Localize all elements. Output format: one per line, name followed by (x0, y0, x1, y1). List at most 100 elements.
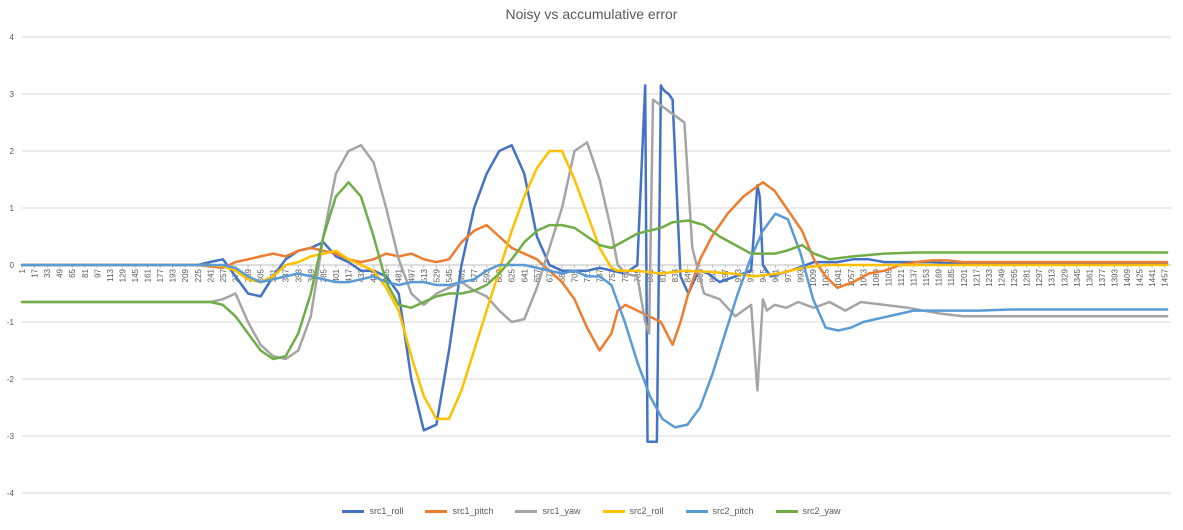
x-tick-label: 897 (721, 268, 730, 282)
x-tick-label: 257 (219, 268, 228, 282)
x-tick-label: 577 (470, 268, 479, 282)
series-line-src1_roll (20, 84, 1169, 443)
x-tick-label: 1 (18, 268, 27, 273)
x-tick-label: 1329 (1060, 268, 1069, 286)
y-axis-ticks: -4 -3 -2 -1 0 1 2 3 4 (7, 33, 15, 498)
legend-item-src2_roll: src2_roll (602, 506, 664, 516)
legend-item-src1_pitch: src1_pitch (425, 506, 493, 516)
y-tick-label: 4 (10, 33, 15, 42)
x-tick-label: 1281 (1023, 268, 1032, 286)
legend-item-src2_pitch: src2_pitch (685, 506, 754, 516)
x-tick-label: 145 (131, 268, 140, 282)
x-tick-label: 433 (357, 268, 366, 282)
y-tick-label: 1 (10, 204, 15, 213)
legend-item-src1_yaw: src1_yaw (515, 506, 581, 516)
x-tick-label: 753 (608, 268, 617, 282)
x-tick-label: 1409 (1123, 268, 1132, 286)
legend-item-src2_yaw: src2_yaw (775, 506, 841, 516)
x-tick-label: 1361 (1085, 268, 1094, 286)
x-tick-label: 1153 (922, 268, 931, 286)
x-tick-label: 1457 (1161, 268, 1170, 286)
x-tick-label: 545 (445, 268, 454, 282)
series-line-src2_roll (20, 149, 1169, 421)
x-tick-label: 1057 (847, 268, 856, 286)
legend-label: src1_yaw (542, 506, 581, 516)
legend-label: src2_yaw (802, 506, 841, 516)
x-tick-label: 625 (508, 268, 517, 282)
x-tick-label: 1009 (809, 268, 818, 286)
series-line-src2_pitch (20, 212, 1169, 429)
x-tick-label: 401 (332, 268, 341, 282)
legend-label: src1_roll (369, 506, 404, 516)
y-tick-label: -2 (7, 375, 15, 384)
x-tick-label: 1041 (834, 268, 843, 286)
x-tick-label: 1137 (910, 268, 919, 286)
legend-label: src1_pitch (452, 506, 494, 516)
x-tick-label: 1265 (1010, 268, 1019, 286)
x-tick-label: 513 (420, 268, 429, 282)
x-tick-label: 177 (156, 268, 165, 282)
x-tick-label: 833 (671, 268, 680, 282)
x-tick-label: 1425 (1136, 268, 1145, 286)
x-tick-label: 225 (194, 268, 203, 282)
x-tick-label: 161 (144, 268, 153, 282)
x-tick-label: 481 (395, 268, 404, 282)
x-tick-label: 193 (169, 268, 178, 282)
x-tick-label: 769 (621, 268, 630, 282)
x-tick-label: 849 (684, 268, 693, 282)
x-tick-label: 641 (520, 268, 529, 282)
legend-swatch (775, 509, 798, 513)
legend-label: src2_roll (629, 506, 664, 516)
x-tick-label: 657 (533, 268, 542, 282)
x-tick-label: 561 (458, 268, 467, 282)
x-tick-label: 1089 (872, 268, 881, 286)
legend-swatch (342, 509, 365, 513)
x-tick-label: 993 (797, 268, 806, 282)
legend-swatch (602, 509, 625, 513)
x-tick-label: 209 (181, 268, 190, 282)
x-tick-label: 1105 (884, 268, 893, 286)
y-tick-label: -1 (7, 318, 15, 327)
legend-swatch (425, 509, 448, 513)
x-tick-label: 1121 (897, 268, 906, 286)
x-tick-label: 81 (81, 268, 90, 277)
x-tick-label: 305 (257, 268, 266, 282)
x-tick-label: 977 (784, 268, 793, 282)
x-tick-label: 353 (294, 268, 303, 282)
chart-title: Noisy vs accumulative error (505, 6, 678, 22)
x-tick-label: 1185 (947, 268, 956, 286)
x-tick-label: 65 (68, 268, 77, 277)
x-tick-label: 17 (31, 268, 40, 277)
x-tick-label: 817 (658, 268, 667, 282)
x-tick-label: 241 (206, 268, 215, 282)
x-tick-label: 593 (483, 268, 492, 282)
x-tick-label: 1313 (1048, 268, 1057, 286)
legend: src1_roll src1_pitch src1_yaw src2_roll src2… (0, 506, 1183, 516)
x-tick-label: 33 (43, 268, 52, 277)
x-tick-label: 1297 (1035, 268, 1044, 286)
x-tick-label: 385 (319, 268, 328, 282)
x-tick-label: 689 (558, 268, 567, 282)
x-tick-label: 1249 (997, 268, 1006, 286)
x-tick-label: 497 (407, 268, 416, 282)
y-tick-label: -3 (7, 432, 15, 441)
x-tick-label: 1169 (935, 268, 944, 286)
x-tick-label: 1217 (972, 268, 981, 286)
x-tick-label: 1377 (1098, 268, 1107, 286)
x-tick-label: 1233 (985, 268, 994, 286)
x-tick-label: 417 (344, 268, 353, 282)
x-tick-label: 113 (106, 268, 115, 281)
x-tick-label: 1201 (960, 268, 969, 286)
y-tick-label: 2 (10, 147, 15, 156)
series-line-src1_yaw (20, 98, 1169, 392)
x-tick-label: 49 (56, 268, 65, 277)
x-tick-label: 129 (118, 268, 127, 282)
legend-label: src2_pitch (712, 506, 754, 516)
x-tick-label: 1441 (1148, 268, 1157, 286)
x-tick-label: 529 (432, 268, 441, 282)
legend-swatch (685, 509, 708, 513)
series-lines (20, 84, 1169, 443)
x-tick-label: 609 (495, 268, 504, 282)
x-tick-label: 705 (571, 268, 580, 282)
